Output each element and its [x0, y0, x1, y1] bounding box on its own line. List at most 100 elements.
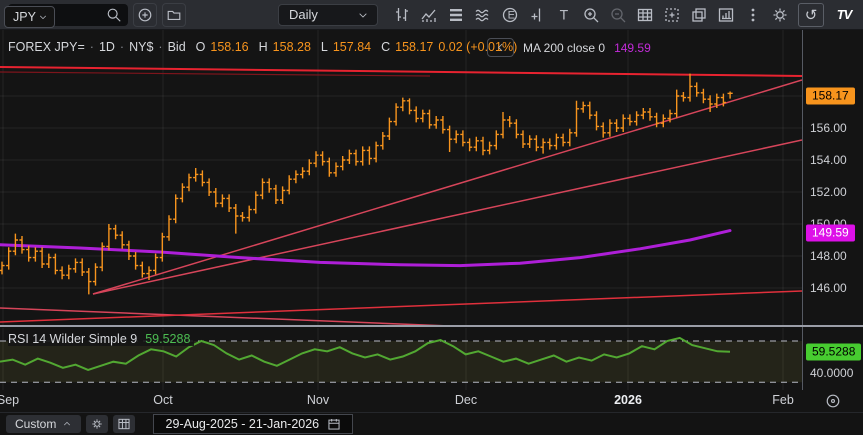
ma200-line[interactable] [0, 229, 732, 268]
ma-label: MA 200 close 0 [523, 40, 606, 55]
unit-label: JPY [13, 10, 36, 24]
snapshot-button[interactable] [660, 3, 684, 27]
legend-venue: NY$ [129, 40, 154, 54]
chart-in-box-icon [718, 7, 734, 22]
indicators-button[interactable] [471, 3, 495, 27]
rsi-axis-label: 40.0000 [810, 366, 854, 380]
rsi-value: 59.5288 [145, 332, 191, 346]
folder-button[interactable] [162, 2, 186, 27]
date-range-picker[interactable]: 29-Aug-2025 - 21-Jan-2026 [153, 414, 354, 434]
snapshot-icon [665, 7, 679, 22]
price-legend: FOREX JPY= · 1D · NY$ · Bid O 158.16 H 158… [8, 40, 518, 54]
chevron-down-icon [39, 15, 47, 20]
axis-gear-icon[interactable] [825, 393, 841, 409]
chevron-down-icon [359, 12, 367, 18]
rsi-band [0, 340, 802, 383]
search-icon [107, 8, 121, 22]
grid-icon [637, 8, 653, 21]
grid [0, 30, 802, 390]
zoom-out-icon [611, 7, 626, 22]
zoom-in-button[interactable] [579, 3, 603, 27]
rsi-value-badge: 59.5288 [806, 343, 862, 361]
range-label: Custom [15, 417, 57, 431]
pane-separator[interactable] [0, 325, 863, 327]
chevron-left-icon [498, 43, 503, 52]
legend-interval: 1D [98, 40, 115, 54]
chart-canvas[interactable] [0, 30, 802, 390]
more-options-button[interactable] [741, 3, 765, 27]
folder-icon [167, 10, 181, 20]
time-axis[interactable]: Sep Oct Nov Dec 2026 Feb [0, 390, 802, 412]
time-axis-label: Feb [772, 393, 794, 407]
trendlines[interactable] [0, 66, 802, 326]
time-axis-label: Nov [306, 393, 330, 407]
price-axis-label: 156.00 [810, 121, 847, 135]
compare-add-button[interactable] [133, 2, 157, 27]
gear-icon [773, 8, 787, 21]
ohlc-bars-icon [396, 7, 408, 21]
rsi-legend: RSI 14 Wilder Simple 9 59.5288 [8, 332, 195, 346]
ohlc-bar-style-button[interactable] [390, 3, 414, 27]
time-axis-label: 2026 [614, 393, 642, 407]
change-value: 0.02 (+0.01%) [438, 40, 518, 54]
time-axis-label: Oct [153, 393, 173, 407]
legend-back-button[interactable] [487, 38, 514, 57]
rsi-line [0, 336, 731, 371]
chevron-up-icon [64, 421, 71, 426]
legend-title: FOREX JPY= [8, 40, 85, 54]
tradingview-logo[interactable]: TV [836, 7, 853, 22]
stacked-lines-icon [450, 8, 462, 21]
line-chart-icon [421, 9, 436, 22]
chart-tools-strip: E T [390, 3, 795, 27]
data-table-button[interactable] [113, 415, 136, 433]
open-value: 158.16 [210, 40, 249, 54]
zoom-out-button[interactable] [606, 3, 630, 27]
range-settings-button[interactable] [86, 415, 109, 433]
interval-dropdown[interactable]: Daily [278, 3, 378, 26]
chart-panel-button[interactable] [714, 3, 738, 27]
price-axis-label: 148.00 [810, 249, 847, 263]
copy-icon [692, 7, 706, 22]
events-button[interactable]: E [498, 3, 522, 27]
legend-field: Bid [167, 40, 186, 54]
text-tool-button[interactable]: T [552, 3, 576, 27]
layers-button[interactable] [444, 3, 468, 27]
waves-icon [475, 9, 489, 21]
price-axis-label: 154.00 [810, 153, 847, 167]
events-icon: E [502, 7, 518, 22]
settings-button[interactable] [768, 3, 792, 27]
reset-icon: ↺ [804, 6, 818, 24]
kebab-menu-icon [751, 8, 755, 21]
text-tool-icon: T [560, 6, 569, 22]
price-unit-dropdown[interactable]: JPY [4, 6, 55, 28]
data-grid-button[interactable] [633, 3, 657, 27]
rsi-label: RSI 14 Wilder Simple 9 [8, 332, 138, 346]
price-axis-label: 146.00 [810, 281, 847, 295]
low-value: 157.84 [332, 40, 372, 54]
close-value: 158.17 [395, 40, 434, 54]
axis-settings-corner [803, 390, 863, 412]
interval-label: Daily [289, 7, 318, 22]
price-bars [0, 73, 733, 295]
time-axis-label: Sep [0, 393, 20, 407]
date-range-text: 29-Aug-2025 - 21-Jan-2026 [165, 417, 320, 431]
high-value: 158.28 [272, 40, 311, 54]
custom-range-dropdown[interactable]: Custom [6, 415, 82, 433]
ma-price-badge: 149.59 [806, 224, 855, 242]
svg-text:E: E [508, 9, 515, 21]
copy-chart-button[interactable] [687, 3, 711, 27]
last-price-badge: 158.17 [806, 87, 855, 105]
reset-chart-button[interactable]: ↺ [798, 2, 824, 27]
time-axis-label: Dec [454, 393, 478, 407]
plus-circle-icon [138, 8, 152, 21]
calendar-icon [328, 418, 340, 430]
price-axis[interactable]: 156.00154.00152.00150.00148.00146.00158.… [802, 30, 863, 390]
ma-legend: MA 200 close 0 149.59 [487, 38, 651, 57]
ma-value: 149.59 [614, 40, 651, 55]
price-line-plus-icon [531, 8, 541, 21]
table-icon [118, 418, 130, 430]
alert-button[interactable] [525, 3, 549, 27]
line-chart-style-button[interactable] [417, 3, 441, 27]
gear-icon [92, 419, 103, 429]
